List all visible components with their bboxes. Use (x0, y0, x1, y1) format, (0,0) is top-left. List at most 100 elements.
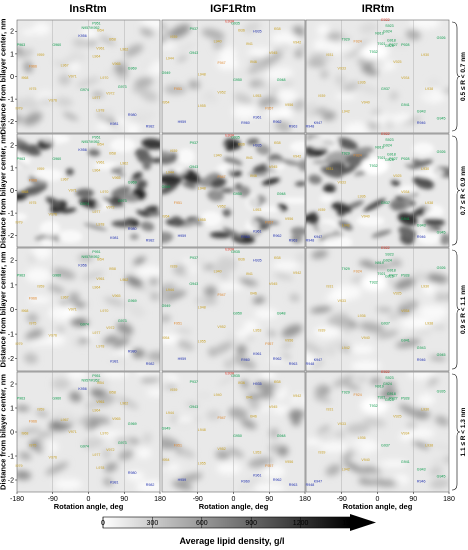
residue-label: I959 (37, 284, 44, 288)
y-tick-label: 0 (10, 307, 14, 314)
residue-label: K981 (110, 122, 118, 126)
density-low (184, 266, 198, 275)
residue-label: L967 (61, 295, 69, 299)
density-low (110, 138, 136, 153)
density-low (243, 320, 259, 333)
density-low (162, 463, 181, 472)
residue-label: G943 (189, 165, 198, 169)
density-void (360, 42, 389, 61)
x-tick-label: -90 (193, 496, 203, 503)
residue-label: V976 (49, 334, 57, 338)
residue-label: V956 (285, 460, 293, 464)
density-low (67, 62, 81, 72)
residue-label: G974 (80, 322, 89, 326)
density-low (33, 168, 63, 182)
density-blob (375, 307, 393, 312)
residue-label: V961 (96, 400, 104, 404)
density-field (17, 134, 160, 247)
density-low (418, 305, 449, 319)
density-blob (439, 233, 449, 246)
density-blob (306, 145, 317, 157)
density-field (306, 20, 449, 133)
residue-label: G925 (385, 158, 394, 162)
residue-label: I939 (170, 149, 177, 153)
density-blob (277, 445, 289, 457)
residue-label: L962 (120, 401, 128, 405)
residue-label: G943 (417, 467, 426, 471)
density-low (393, 474, 409, 486)
density-blob (125, 275, 143, 288)
density-blob (383, 36, 409, 48)
residue-label: R948 (306, 362, 315, 366)
residue-label: I941 (246, 156, 253, 160)
residue-label: R948 (306, 124, 315, 128)
y-tick-label: -1 (8, 332, 14, 339)
density-blob (227, 447, 245, 458)
density-blob (170, 216, 183, 225)
residue-label: K956 (78, 34, 86, 38)
residue-label: F966 (29, 178, 37, 182)
residue-label: I931 (326, 167, 333, 171)
density-blob (391, 200, 406, 211)
density-blob (295, 252, 305, 263)
residue-label: H959 (178, 234, 187, 238)
residue-label: P951 (92, 22, 100, 26)
density-blob (313, 107, 327, 115)
y-tick-label: -2 (8, 119, 14, 126)
residue-label: G918 (387, 268, 396, 272)
density-blob (179, 472, 203, 483)
row-label: 0.7 ≤ R < 0.9 nm (460, 166, 467, 215)
residue-label: V934 (401, 431, 409, 435)
residue-label: R963 (289, 362, 298, 366)
density-blob (341, 381, 361, 391)
residue-label: I939 (318, 451, 325, 455)
y-tick-label: 2 (10, 258, 14, 265)
density-blob (78, 337, 90, 343)
residue-label: G935 (231, 374, 240, 378)
residue-label: L964 (92, 168, 100, 172)
colorbar-tick-label: 1200 (293, 520, 309, 527)
density-low (136, 447, 152, 459)
density-blob (312, 160, 328, 165)
residue-label: T921 (377, 395, 385, 399)
y-tick-label: 1 (10, 282, 14, 289)
residue-label: I968 (21, 431, 28, 435)
density-blob (323, 183, 336, 194)
residue-label: T921 (377, 156, 385, 160)
density-blob (22, 185, 44, 196)
density-low (327, 40, 355, 55)
residue-label: L942 (342, 224, 350, 228)
residue-label: G941 (401, 217, 410, 221)
density-blob (254, 380, 273, 390)
density-blob (103, 335, 118, 345)
x-tick-label: -90 (48, 496, 58, 503)
residue-label: G935 (231, 136, 240, 140)
density-blob (255, 144, 271, 155)
density-blob (413, 271, 429, 282)
residue-label: G941 (401, 103, 410, 107)
density-void (360, 273, 389, 292)
residue-label: V971 (68, 189, 76, 193)
residue-label: G924 (383, 29, 392, 33)
density-blob (423, 218, 446, 227)
density-blob (412, 159, 426, 167)
y-tick-label: 0 (10, 429, 14, 436)
y-tick-label: 2 (10, 143, 14, 150)
y-tick-label: -1 (8, 211, 14, 218)
residue-label: L962 (120, 278, 128, 282)
density-blob (135, 179, 148, 190)
density-blob (278, 159, 302, 166)
residue-label: G973 (118, 85, 127, 89)
density-blob (76, 76, 101, 88)
y-tick-label: 1 (10, 51, 14, 58)
density-low (289, 140, 305, 153)
density-blob (432, 458, 442, 465)
residue-label: I959 (37, 167, 44, 171)
density-field (162, 372, 305, 492)
density-blob (23, 111, 43, 126)
density-low (262, 464, 286, 479)
density-blob (260, 50, 283, 66)
residue-label: V971 (68, 75, 76, 79)
density-blob (430, 442, 449, 452)
